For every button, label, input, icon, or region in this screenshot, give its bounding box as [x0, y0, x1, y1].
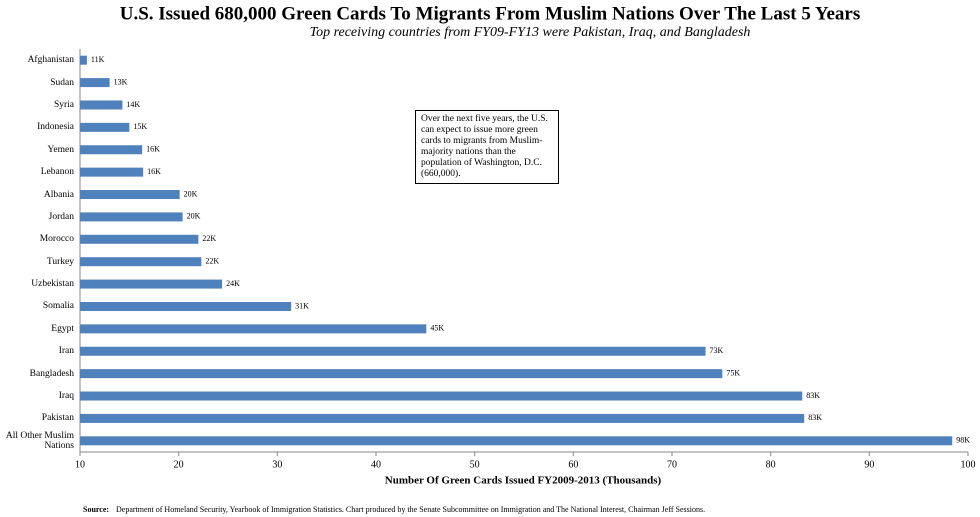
x-tick-label: 60: [568, 459, 578, 470]
value-label: 45K: [430, 324, 444, 333]
category-label-box: Afghanistan: [27, 55, 74, 66]
bar: [80, 190, 180, 200]
category-label: Pakistan: [41, 413, 74, 424]
category-label-box: Indonesia: [37, 122, 74, 133]
chart-title: U.S. Issued 680,000 Green Cards To Migra…: [120, 3, 861, 24]
value-label: 11K: [91, 55, 105, 64]
category-label-box: Sudan: [50, 77, 74, 88]
value-label: 75K: [726, 368, 740, 377]
source-text: Department of Homeland Security, Yearboo…: [116, 505, 705, 514]
x-tick-label: 50: [470, 459, 480, 470]
x-tick-label: 100: [961, 459, 976, 470]
category-label-box: Lebanon: [40, 167, 74, 178]
x-tick-label: 70: [667, 459, 677, 470]
x-tick-label: 20: [174, 459, 184, 470]
bar: [80, 413, 805, 423]
category-label: Indonesia: [37, 122, 74, 133]
bar: [80, 78, 110, 88]
category-label: Yemen: [47, 144, 74, 155]
value-label: 22K: [205, 257, 219, 266]
annotation: Over the next five years, the U.S. can e…: [415, 110, 559, 184]
category-label-box: Albania: [43, 189, 74, 200]
value-label: 20K: [184, 189, 198, 198]
x-tick-label: 40: [371, 459, 381, 470]
x-axis-title: Number Of Green Cards Issued FY2009-2013…: [385, 475, 662, 487]
bar: [80, 55, 87, 65]
category-label-box: All Other Muslim Nations: [5, 430, 74, 451]
category-label: Morocco: [39, 234, 74, 245]
category-label-box: Iran: [58, 346, 74, 357]
value-label: 83K: [806, 391, 820, 400]
value-label: 15K: [133, 122, 147, 131]
category-label-box: Uzbekistan: [31, 279, 74, 290]
category-label-box: Egypt: [51, 323, 74, 334]
category-label: Albania: [43, 189, 74, 200]
category-label: Sudan: [50, 77, 74, 88]
source-label: Source:: [83, 505, 109, 514]
x-tick-label: 90: [864, 459, 874, 470]
value-label: 22K: [202, 234, 216, 243]
bar: [80, 145, 143, 155]
bar: [80, 346, 706, 356]
value-label: 14K: [126, 100, 140, 109]
category-label-box: Syria: [53, 99, 74, 110]
category-label: Syria: [53, 99, 74, 110]
category-label-box: Bangladesh: [29, 368, 74, 379]
value-label: 73K: [710, 346, 724, 355]
category-label: Iraq: [58, 391, 74, 402]
bar: [80, 122, 130, 132]
category-label: Iran: [58, 346, 74, 357]
value-label: 16K: [147, 167, 161, 176]
value-label: 98K: [956, 436, 970, 445]
bar: [80, 391, 803, 401]
x-tick-label: 80: [766, 459, 776, 470]
category-label: All Other Muslim Nations: [5, 430, 74, 451]
x-tick-label: 30: [272, 459, 282, 470]
chart-subtitle: Top receiving countries from FY09-FY13 w…: [310, 25, 751, 40]
bar: [80, 324, 427, 334]
bar: [80, 212, 183, 222]
category-label: Bangladesh: [29, 368, 74, 379]
bar: [80, 234, 199, 244]
category-label-box: Pakistan: [41, 413, 74, 424]
category-label-box: Morocco: [39, 234, 74, 245]
bar: [80, 301, 292, 311]
bar: [80, 436, 953, 446]
category-label: Turkey: [46, 256, 74, 267]
annotation-box: Over the next five years, the U.S. can e…: [415, 110, 559, 184]
value-label: 31K: [295, 301, 309, 310]
category-label: Afghanistan: [27, 55, 74, 66]
value-label: 83K: [808, 413, 822, 422]
category-label: Uzbekistan: [31, 279, 74, 290]
category-label: Jordan: [48, 211, 74, 222]
bar: [80, 279, 223, 289]
bar: [80, 257, 202, 267]
category-label: Egypt: [51, 323, 74, 334]
value-label: 13K: [114, 77, 128, 86]
value-label: 16K: [146, 145, 160, 154]
bar: [80, 100, 123, 110]
category-label-box: Somalia: [42, 301, 74, 312]
category-label-box: Jordan: [48, 211, 74, 222]
bar: [80, 369, 723, 379]
category-label: Lebanon: [40, 167, 74, 178]
category-label-box: Iraq: [58, 391, 74, 402]
category-label-box: Yemen: [47, 144, 74, 155]
x-tick-label: 10: [75, 459, 85, 470]
category-label-box: Turkey: [46, 256, 74, 267]
value-label: 24K: [226, 279, 240, 288]
bar: [80, 167, 144, 177]
value-label: 20K: [187, 212, 201, 221]
category-label: Somalia: [42, 301, 74, 312]
